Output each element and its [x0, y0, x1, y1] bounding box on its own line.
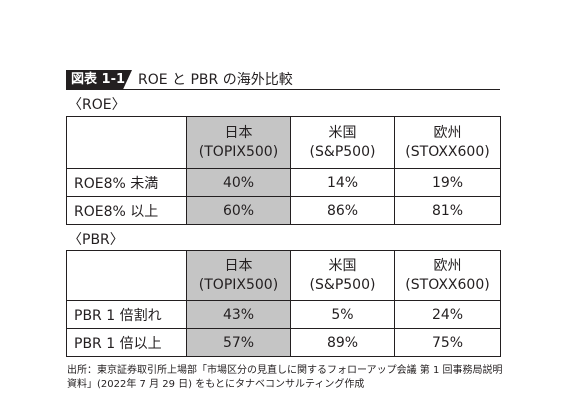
col-name: 欧州: [433, 257, 462, 274]
value-cell: 86%: [290, 196, 395, 225]
source-note: 出所：東京証券取引所上場部「市場区分の見直しに関するフォローアップ会議 第 1 …: [67, 365, 503, 390]
value-cell: 14%: [290, 168, 395, 197]
value-cell: 19%: [394, 168, 501, 197]
table-row: PBR 1 倍割れ 43% 5% 24%: [66, 300, 501, 329]
value-cell: 40%: [186, 168, 291, 197]
col-name: 米国: [328, 124, 357, 141]
value-cell: 24%: [394, 300, 501, 329]
value-cell: 5%: [290, 300, 395, 329]
pbr-section-label: 〈PBR〉: [68, 232, 124, 248]
pbr-table: 日本 (TOPIX500) 米国 (S&P500) 欧州 (STOXX600) …: [66, 250, 501, 357]
value-cell: 57%: [186, 328, 291, 357]
col-index: (S&P500): [309, 143, 376, 160]
col-index: (S&P500): [309, 276, 376, 293]
value-cell: 43%: [186, 300, 291, 329]
figure-number-tag: 図表 1-1: [66, 70, 132, 90]
col-index: (TOPIX500): [198, 276, 279, 293]
roe-corner-cell: [66, 116, 187, 169]
roe-col-europe: 欧州 (STOXX600): [394, 116, 501, 169]
row-label: ROE8% 未満: [66, 168, 187, 197]
header-rule: [66, 89, 500, 90]
roe-col-us: 米国 (S&P500): [290, 116, 395, 169]
roe-header-row: 日本 (TOPIX500) 米国 (S&P500) 欧州 (STOXX600): [66, 116, 501, 169]
value-cell: 81%: [394, 196, 501, 225]
row-label: ROE8% 以上: [66, 196, 187, 225]
col-index: (STOXX600): [405, 143, 490, 160]
pbr-col-us: 米国 (S&P500): [290, 250, 395, 301]
pbr-corner-cell: [66, 250, 187, 301]
col-name: 日本: [224, 257, 253, 274]
pbr-header-row: 日本 (TOPIX500) 米国 (S&P500) 欧州 (STOXX600): [66, 250, 501, 301]
col-index: (STOXX600): [405, 276, 490, 293]
table-row: PBR 1 倍以上 57% 89% 75%: [66, 328, 501, 357]
pbr-col-japan: 日本 (TOPIX500): [186, 250, 291, 301]
col-name: 日本: [224, 124, 253, 141]
col-name: 欧州: [433, 124, 462, 141]
value-cell: 89%: [290, 328, 395, 357]
table-row: ROE8% 未満 40% 14% 19%: [66, 168, 501, 197]
figure-title: ROE と PBR の海外比較: [138, 72, 293, 88]
roe-section-label: 〈ROE〉: [68, 97, 126, 113]
value-cell: 75%: [394, 328, 501, 357]
figure-header: 図表 1-1 ROE と PBR の海外比較: [66, 70, 500, 90]
col-name: 米国: [328, 257, 357, 274]
row-label: PBR 1 倍以上: [66, 328, 187, 357]
row-label: PBR 1 倍割れ: [66, 300, 187, 329]
value-cell: 60%: [186, 196, 291, 225]
pbr-col-europe: 欧州 (STOXX600): [394, 250, 501, 301]
table-row: ROE8% 以上 60% 86% 81%: [66, 196, 501, 225]
roe-col-japan: 日本 (TOPIX500): [186, 116, 291, 169]
col-index: (TOPIX500): [198, 143, 279, 160]
roe-table: 日本 (TOPIX500) 米国 (S&P500) 欧州 (STOXX600) …: [66, 116, 501, 225]
